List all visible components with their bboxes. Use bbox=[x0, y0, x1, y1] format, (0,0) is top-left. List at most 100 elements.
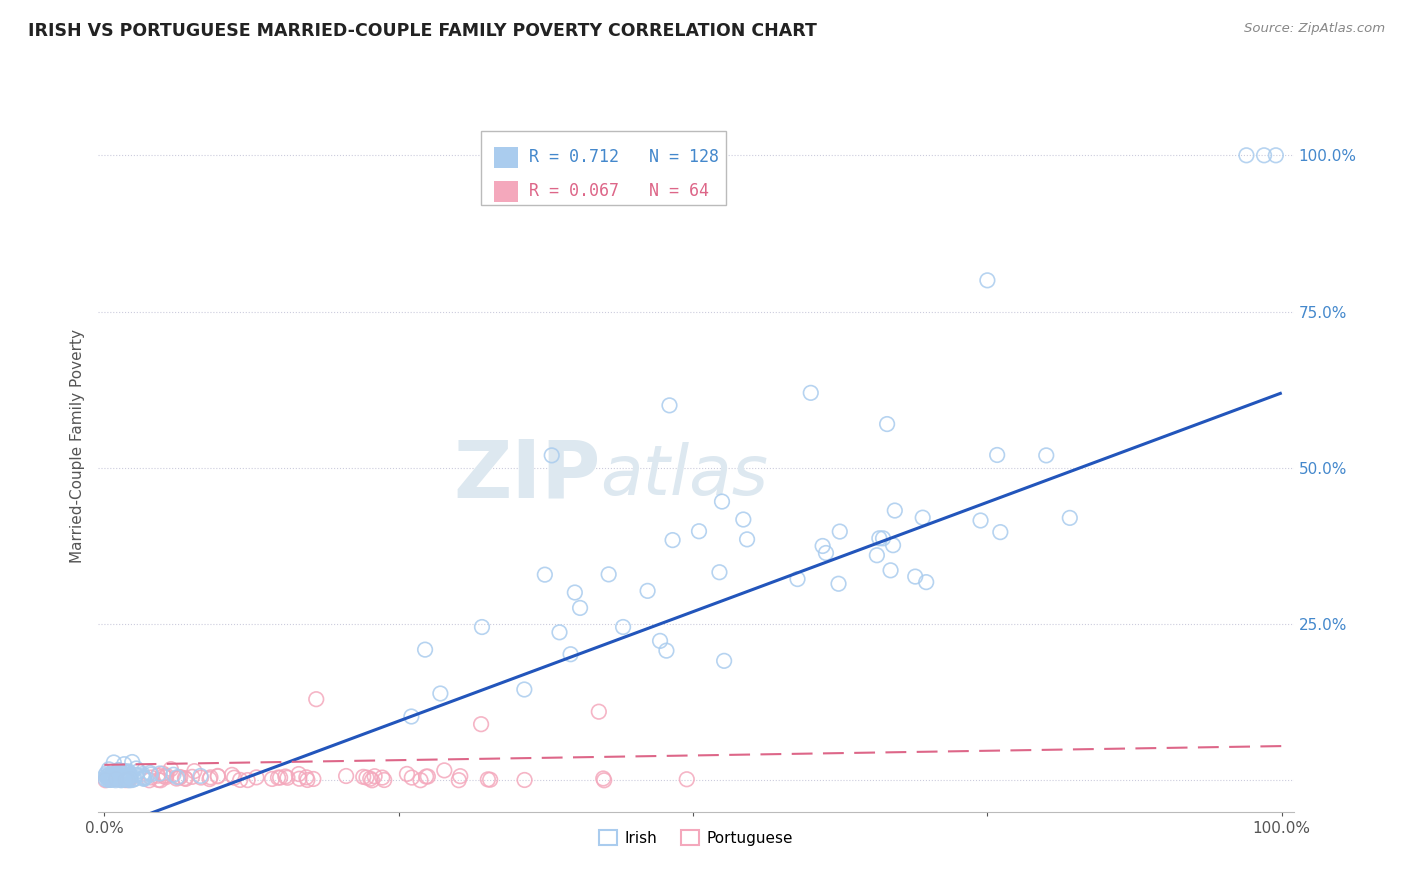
Point bbox=[100, 770, 122, 784]
Point bbox=[111, 770, 134, 784]
Point bbox=[236, 773, 259, 788]
Point bbox=[190, 771, 212, 785]
Point bbox=[183, 764, 205, 778]
Point bbox=[612, 620, 634, 634]
Point bbox=[534, 567, 557, 582]
Point bbox=[287, 767, 309, 781]
Point bbox=[110, 773, 132, 788]
Point bbox=[103, 772, 125, 786]
Point bbox=[152, 769, 174, 783]
Point bbox=[540, 449, 562, 463]
Point bbox=[112, 772, 135, 787]
Point bbox=[100, 772, 122, 786]
Point bbox=[166, 770, 188, 784]
Point bbox=[98, 767, 121, 781]
Point bbox=[174, 771, 197, 785]
Point bbox=[274, 770, 297, 784]
Point bbox=[711, 494, 734, 508]
Point bbox=[124, 772, 146, 786]
Point bbox=[96, 770, 118, 784]
FancyBboxPatch shape bbox=[494, 146, 517, 168]
Point bbox=[128, 764, 150, 779]
Point bbox=[114, 773, 136, 788]
Point bbox=[988, 525, 1011, 540]
Point bbox=[146, 769, 169, 783]
Point bbox=[811, 539, 834, 553]
Point bbox=[114, 765, 136, 780]
Point bbox=[100, 771, 122, 785]
Point bbox=[115, 764, 138, 779]
Point bbox=[868, 531, 890, 545]
Point bbox=[1059, 511, 1081, 525]
Point bbox=[112, 769, 135, 783]
Point bbox=[101, 772, 124, 786]
Point bbox=[100, 772, 122, 786]
Point bbox=[117, 764, 139, 779]
FancyBboxPatch shape bbox=[481, 131, 725, 204]
Point bbox=[786, 572, 808, 586]
Point bbox=[661, 533, 683, 547]
Point bbox=[112, 757, 135, 772]
Point bbox=[373, 772, 395, 787]
Point bbox=[118, 773, 141, 788]
Point bbox=[409, 773, 432, 788]
Point bbox=[94, 768, 117, 782]
Point bbox=[588, 705, 610, 719]
Text: R = 0.712   N = 128: R = 0.712 N = 128 bbox=[529, 148, 718, 166]
Point bbox=[100, 770, 122, 784]
Text: atlas: atlas bbox=[600, 442, 768, 508]
Point bbox=[181, 770, 204, 784]
Point bbox=[267, 771, 290, 785]
Point bbox=[96, 766, 118, 780]
Point bbox=[103, 771, 125, 785]
FancyBboxPatch shape bbox=[494, 181, 517, 202]
Point bbox=[904, 569, 927, 583]
Point bbox=[800, 385, 823, 400]
Point bbox=[477, 772, 499, 787]
Point bbox=[359, 772, 381, 786]
Point bbox=[132, 770, 155, 784]
Point bbox=[117, 772, 139, 787]
Point bbox=[108, 768, 131, 782]
Point bbox=[866, 548, 889, 562]
Point bbox=[401, 709, 423, 723]
Point bbox=[733, 512, 755, 526]
Point bbox=[139, 767, 162, 781]
Point bbox=[221, 768, 243, 782]
Point bbox=[415, 770, 437, 784]
Point bbox=[149, 773, 172, 788]
Point bbox=[395, 767, 418, 781]
Point bbox=[1236, 148, 1258, 162]
Point bbox=[882, 538, 904, 552]
Point bbox=[592, 772, 614, 786]
Point bbox=[105, 772, 128, 786]
Point bbox=[139, 765, 162, 780]
Point bbox=[100, 772, 122, 787]
Point bbox=[138, 773, 160, 788]
Point bbox=[112, 769, 135, 783]
Point bbox=[1035, 449, 1057, 463]
Point bbox=[433, 764, 456, 778]
Point bbox=[114, 771, 136, 785]
Point bbox=[976, 273, 998, 287]
Point bbox=[98, 772, 121, 786]
Point bbox=[814, 546, 837, 560]
Point bbox=[118, 767, 141, 781]
Point bbox=[363, 769, 385, 783]
Point bbox=[103, 772, 125, 786]
Point bbox=[94, 772, 117, 787]
Point bbox=[115, 772, 138, 786]
Point bbox=[167, 770, 190, 784]
Point bbox=[110, 765, 132, 780]
Text: R = 0.067   N = 64: R = 0.067 N = 64 bbox=[529, 183, 709, 201]
Point bbox=[401, 771, 423, 785]
Point bbox=[125, 762, 148, 776]
Point bbox=[969, 514, 991, 528]
Point bbox=[108, 763, 131, 777]
Point bbox=[207, 769, 229, 783]
Point bbox=[276, 771, 298, 785]
Point bbox=[356, 771, 378, 785]
Point bbox=[94, 773, 117, 788]
Point bbox=[827, 576, 849, 591]
Point bbox=[134, 771, 156, 785]
